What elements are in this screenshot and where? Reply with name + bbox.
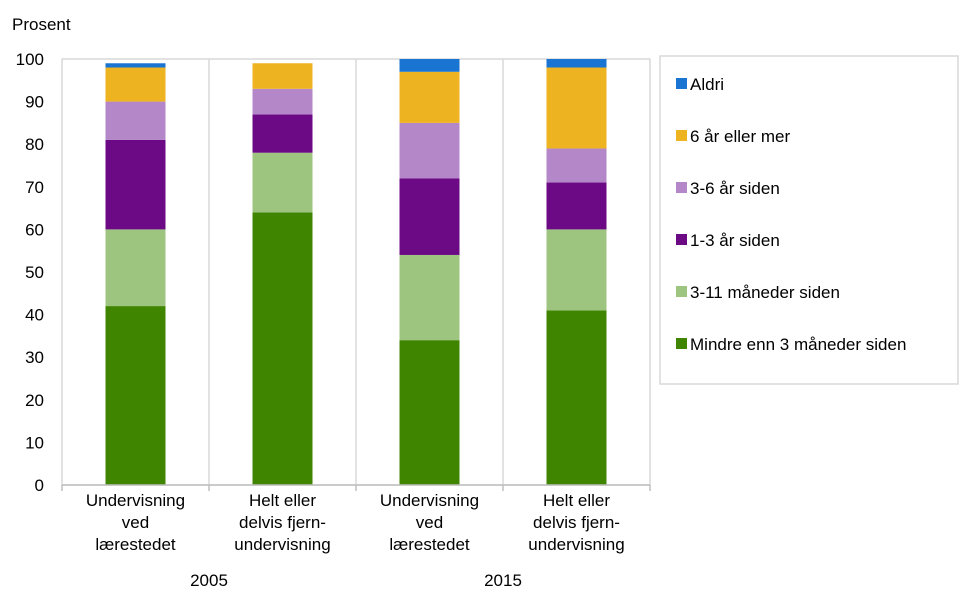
y-tick-label: 100	[16, 50, 44, 69]
bar-segment	[105, 139, 166, 230]
legend-label: 6 år eller mer	[690, 127, 790, 146]
bar-segment	[105, 101, 166, 140]
bar-segment	[105, 229, 166, 307]
y-tick-label: 0	[35, 476, 44, 495]
axis-layer: 0 10 20 30 40 50 60 70 80 90 100 Undervisning ved lær…	[16, 50, 651, 590]
x-category-label: ved	[122, 513, 149, 532]
legend-swatch	[676, 78, 687, 89]
legend: Aldri 6 år eller mer 3-6 år siden 1-3 år si…	[659, 55, 959, 385]
y-tick-label: 50	[25, 263, 44, 282]
bar-segment	[546, 67, 607, 149]
y-tick-label: 10	[25, 433, 44, 452]
bars-layer	[105, 59, 607, 486]
bar-segment	[105, 67, 166, 102]
legend-swatch	[676, 130, 687, 141]
bar-segment	[252, 63, 313, 89]
x-category-label: lærestedet	[95, 535, 176, 554]
y-tick-label: 70	[25, 178, 44, 197]
y-tick-label: 40	[25, 306, 44, 325]
legend-swatch	[676, 234, 687, 245]
legend-swatch	[676, 286, 687, 297]
bar-segment	[399, 254, 460, 341]
x-group-label: 2005	[190, 571, 228, 590]
bar-segment	[546, 182, 607, 230]
y-tick-label: 20	[25, 391, 44, 410]
legend-label: Mindre enn 3 måneder siden	[690, 335, 906, 354]
bar-segment	[399, 71, 460, 123]
bar-segment	[546, 148, 607, 183]
bar-segment	[252, 88, 313, 115]
legend-swatch	[676, 338, 687, 349]
x-category-label: ved	[416, 513, 443, 532]
y-tick-label: 60	[25, 220, 44, 239]
legend-label: 3-11 måneder siden	[690, 283, 840, 302]
legend-box	[659, 55, 959, 385]
bar-segment	[546, 310, 607, 485]
x-category-label: Undervisning	[380, 491, 479, 510]
y-tick-label: 30	[25, 348, 44, 367]
x-category-label: Undervisning	[86, 491, 185, 510]
y-tick-label: 80	[25, 135, 44, 154]
x-category-label: undervisning	[528, 535, 624, 554]
legend-label: 3-6 år siden	[690, 179, 780, 198]
bar-segment	[105, 63, 166, 68]
bar-segment	[546, 59, 607, 68]
legend-label: Aldri	[690, 75, 724, 94]
x-category-label: undervisning	[234, 535, 330, 554]
x-category-label: delvis fjern-	[533, 513, 620, 532]
bar-segment	[399, 59, 460, 72]
bar-segment	[399, 340, 460, 485]
y-tick-label: 90	[25, 93, 44, 112]
bar-segment	[399, 178, 460, 255]
bar-segment	[105, 306, 166, 485]
x-category-label: lærestedet	[389, 535, 470, 554]
x-category-label: delvis fjern-	[239, 513, 326, 532]
x-group-label: 2015	[484, 571, 522, 590]
legend-swatch	[676, 182, 687, 193]
bar-segment	[252, 212, 313, 486]
bar-segment	[252, 114, 313, 153]
legend-label: 1-3 år siden	[690, 231, 780, 250]
bar-segment	[252, 152, 313, 213]
y-axis-label: Prosent	[12, 15, 71, 34]
x-category-label: Helt eller	[543, 491, 610, 510]
x-category-label: Helt eller	[249, 491, 316, 510]
bar-segment	[399, 122, 460, 179]
bar-segment	[546, 229, 607, 311]
